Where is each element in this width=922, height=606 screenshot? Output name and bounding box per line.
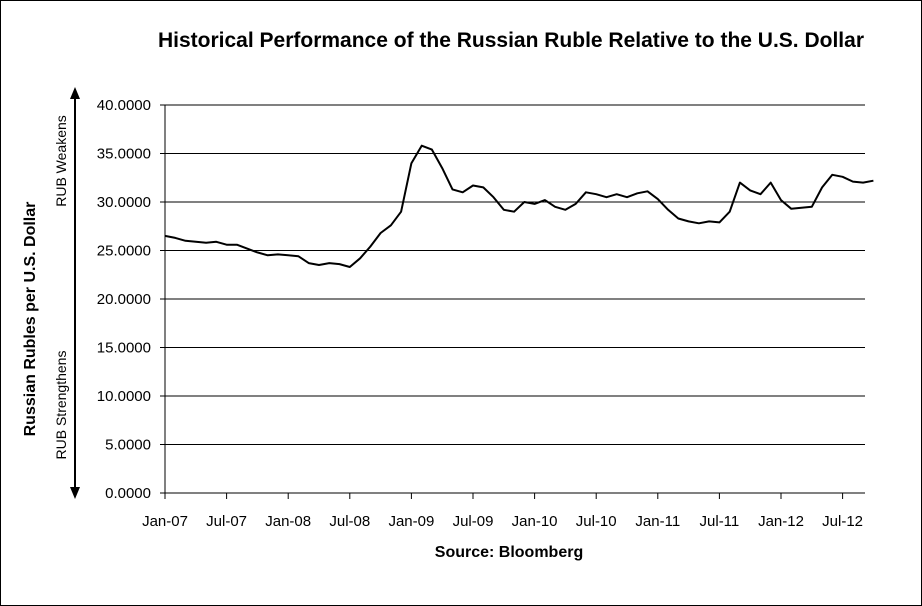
x-tick-label: Jan-08 [265,513,311,530]
x-tick-label: Jul-10 [576,513,617,530]
chart-title: Historical Performance of the Russian Ru… [157,29,864,52]
gridlines [165,104,865,445]
x-tick-label: Jul-12 [822,513,863,530]
x-tick-label: Jan-12 [758,513,804,530]
x-tick-label: Jan-10 [512,513,558,530]
y-tick-label: 40.0000 [97,97,151,114]
source-label: Source: Bloomberg [434,544,584,561]
x-tick-label: Jul-11 [700,513,740,530]
x-tick-label: Jul-08 [329,513,370,530]
x-tick-label: Jan-09 [388,513,434,530]
series-line-rub-usd [164,144,874,268]
y-axis-ticks: 0.0000 5.0000 10.0000 15.0000 20.0000 25.0000… [97,97,165,502]
x-tick-label: Jan-11 [635,513,680,530]
y-tick-label: 10.0000 [97,388,151,405]
y-tick-label: 30.0000 [97,194,151,211]
x-tick-label: Jan-07 [142,513,188,530]
y-tick-label: 15.0000 [97,340,151,357]
down-arrow-icon [70,487,80,499]
y-tick-label: 0.0000 [105,485,151,502]
up-arrow-icon [70,87,80,99]
x-tick-label: Jul-07 [206,513,247,530]
y-tick-label: 25.0000 [97,243,151,260]
y-tick-label: 20.0000 [97,291,151,308]
y-tick-label: 5.0000 [105,437,151,454]
x-tick-label: Jul-09 [453,513,494,530]
y-tick-label: 35.0000 [97,146,151,163]
x-axis-ticks: Jan-07 Jul-07 Jan-08 Jul-08 Jan-09 Jul-09 Jan-… [142,493,863,530]
